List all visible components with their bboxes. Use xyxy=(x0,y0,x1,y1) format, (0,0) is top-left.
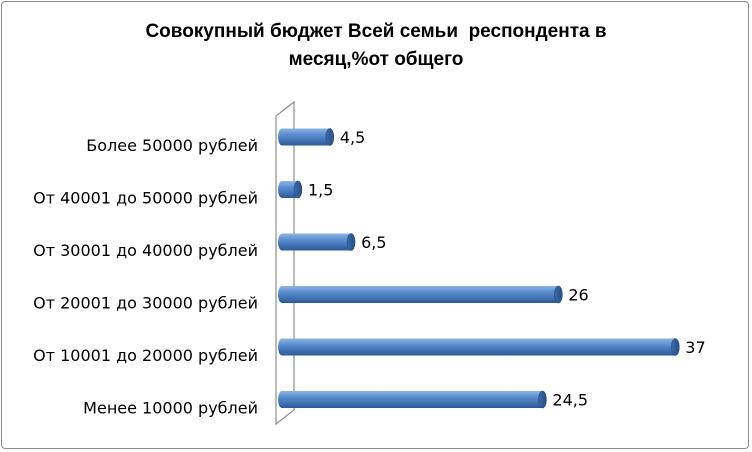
bar-body xyxy=(282,128,330,146)
bar-left-cap xyxy=(278,338,286,356)
category-label: Более 50000 рублей xyxy=(86,136,258,155)
category-label: От 30001 до 40000 рублей xyxy=(33,241,258,260)
chart-title-line-1: Совокупный бюджет Всей семьи респондента… xyxy=(145,21,607,42)
bar-body xyxy=(282,338,676,356)
value-label: 26 xyxy=(568,286,588,305)
bars-group xyxy=(278,128,680,409)
bar xyxy=(278,233,356,251)
category-label: От 40001 до 50000 рублей xyxy=(33,189,258,208)
bar-end-cap xyxy=(325,128,335,146)
value-label: 1,5 xyxy=(308,181,333,200)
category-label: От 10001 до 20000 рублей xyxy=(33,346,258,365)
bar-end-cap xyxy=(538,390,547,409)
chart-title-line-2: месяц,%от общего xyxy=(288,49,464,70)
value-label: 4,5 xyxy=(340,128,365,147)
value-label: 6,5 xyxy=(361,233,386,252)
value-label: 24,5 xyxy=(552,391,588,410)
axis-wall xyxy=(275,100,295,426)
bar-end-cap xyxy=(671,338,680,356)
category-labels: Более 50000 рублей От 40001 до 50000 рубл… xyxy=(33,136,258,418)
chart-title: Совокупный бюджет Всей семьи респондента… xyxy=(0,18,752,74)
bar xyxy=(278,128,335,146)
bar-left-cap xyxy=(278,128,286,146)
value-label: 37 xyxy=(685,338,705,357)
bar-left-cap xyxy=(278,181,286,198)
bar-end-cap xyxy=(554,285,563,304)
bar-left-cap xyxy=(278,391,286,408)
bar xyxy=(278,390,547,409)
bar-end-cap xyxy=(293,180,303,199)
bar-body xyxy=(282,286,559,303)
bar xyxy=(278,180,303,199)
bar xyxy=(278,338,680,356)
bar-body xyxy=(282,181,298,198)
bar-left-cap xyxy=(278,286,286,303)
bar-end-cap xyxy=(346,233,356,251)
bar-body xyxy=(282,391,543,408)
category-label: От 20001 до 30000 рублей xyxy=(33,294,258,313)
category-label: Менее 10000 рублей xyxy=(83,399,258,418)
value-labels: 4,5 1,5 6,5 26 37 24,5 xyxy=(308,128,706,410)
bar xyxy=(278,285,563,304)
bar-body xyxy=(282,233,352,251)
bar-left-cap xyxy=(278,233,286,251)
